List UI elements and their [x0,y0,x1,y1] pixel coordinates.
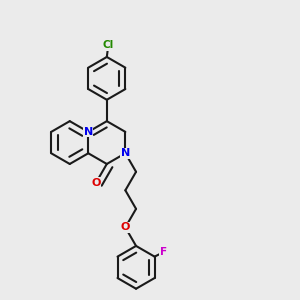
Text: Cl: Cl [103,40,114,50]
Text: O: O [92,178,101,188]
Text: N: N [121,148,130,158]
Text: O: O [121,222,130,233]
Text: N: N [84,127,93,137]
Text: F: F [160,247,167,257]
